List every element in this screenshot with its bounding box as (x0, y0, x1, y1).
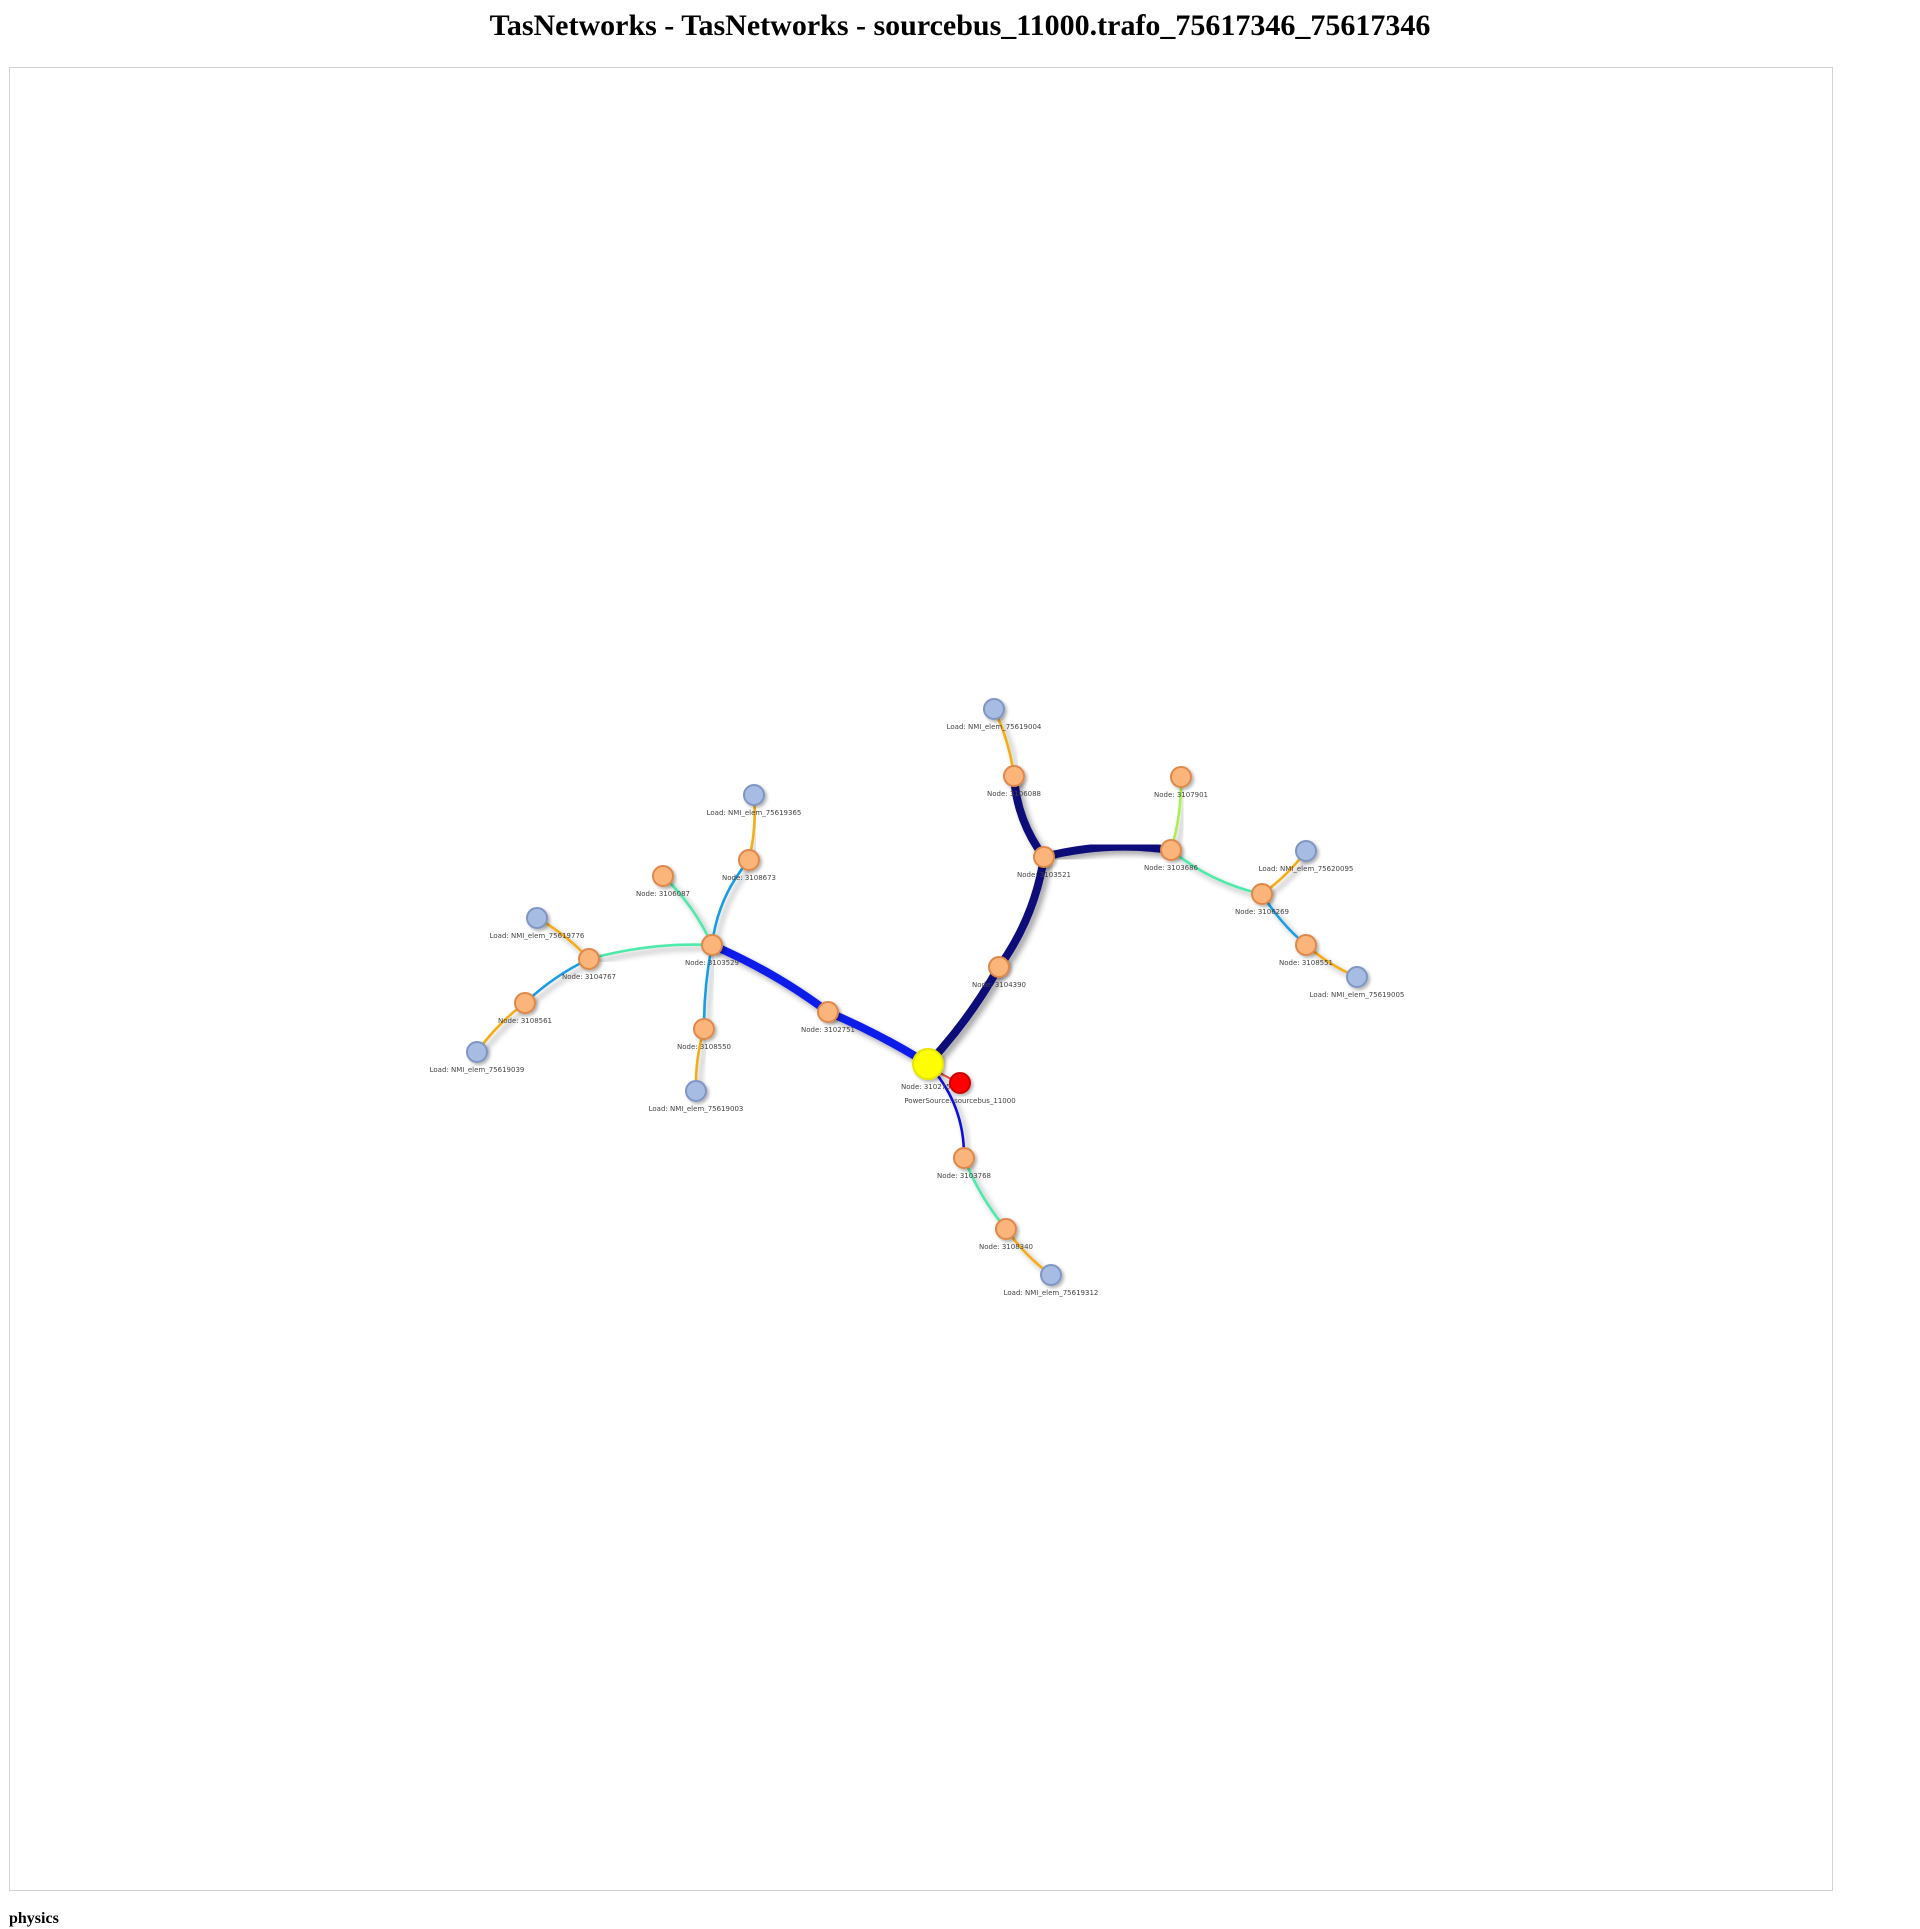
node-label: Load: NMI_elem_75620095 (1259, 865, 1354, 873)
node-label: Node: 3106269 (1235, 908, 1289, 916)
edge-n3104767-n3108561[interactable] (523, 957, 591, 1005)
nodes-layer: Node: 3102752 PowerSource: sourcebus_1100… (430, 698, 1405, 1297)
node-circle[interactable] (949, 1072, 971, 1094)
node-circle[interactable] (1295, 934, 1317, 956)
graph-node-load[interactable]: Load: NMI_elem_75619312 (1004, 1264, 1099, 1297)
graph-node-bus[interactable]: Node: 3108340 (979, 1218, 1033, 1251)
node-circle[interactable] (995, 1218, 1017, 1240)
graph-node-load[interactable]: Load: NMI_elem_75619039 (430, 1041, 525, 1074)
node-label: Node: 3103768 (937, 1172, 991, 1180)
edges-layer (475, 707, 1359, 1277)
node-circle[interactable] (652, 865, 674, 887)
node-circle[interactable] (514, 992, 536, 1014)
graph-node-bus[interactable]: Node: 3103768 (937, 1147, 991, 1180)
node-circle[interactable] (701, 934, 723, 956)
node-label: Node: 3102752 (901, 1083, 955, 1091)
graph-node-load[interactable]: Load: NMI_elem_75619005 (1310, 966, 1405, 999)
graph-node-bus[interactable]: Node: 3104390 (972, 956, 1026, 989)
node-label: Load: NMI_elem_75619005 (1310, 991, 1405, 999)
graph-node-bus[interactable]: Node: 3103529 (685, 934, 739, 967)
graph-node-load[interactable]: Load: NMI_elem_75619004 (947, 698, 1042, 731)
node-circle[interactable] (953, 1147, 975, 1169)
node-label: Node: 3107901 (1154, 791, 1208, 799)
node-label: Load: NMI_elem_75619776 (490, 932, 585, 940)
edge-root-n3102751[interactable] (824, 1008, 932, 1068)
graph-node-bus[interactable]: Node: 3107901 (1154, 766, 1208, 799)
graph-node-bus[interactable]: Node: 3103686 (1144, 839, 1199, 872)
graph-node-bus[interactable]: Node: 3108551 (1279, 934, 1333, 967)
graph-node-load[interactable]: Load: NMI_elem_75619776 (490, 907, 585, 940)
graph-node-bus[interactable]: Node: 3108550 (677, 1018, 731, 1051)
network-graph[interactable]: Node: 3102752 PowerSource: sourcebus_1100… (10, 68, 1834, 1892)
node-circle[interactable] (1160, 839, 1182, 861)
node-label: Node: 3103521 (1017, 871, 1071, 879)
node-circle[interactable] (1040, 1264, 1062, 1286)
network-canvas[interactable]: Node: 3102752 PowerSource: sourcebus_1100… (9, 67, 1833, 1891)
node-circle[interactable] (983, 698, 1005, 720)
node-label: Node: 3103686 (1144, 864, 1199, 872)
physics-label[interactable]: physics (9, 1910, 59, 1927)
graph-node-load[interactable]: Load: NMI_elem_75619003 (649, 1080, 744, 1113)
node-circle[interactable] (817, 1001, 839, 1023)
edge-n3103686-n3107901[interactable] (1169, 775, 1183, 852)
edge-n3103768-n3108340[interactable] (962, 1156, 1008, 1231)
node-circle[interactable] (1295, 840, 1317, 862)
graph-node-bus[interactable]: Node: 3106088 (987, 765, 1041, 798)
edge-n3102751-n3103529[interactable] (708, 941, 832, 1016)
node-circle[interactable] (693, 1018, 715, 1040)
graph-node-bus[interactable]: Node: 3104767 (562, 948, 616, 981)
node-circle[interactable] (578, 948, 600, 970)
node-circle[interactable] (1251, 883, 1273, 905)
edge-n3103529-n3104767[interactable] (587, 943, 714, 961)
node-circle[interactable] (1003, 765, 1025, 787)
node-circle[interactable] (912, 1048, 944, 1080)
node-circle[interactable] (988, 956, 1010, 978)
node-label: Load: NMI_elem_75619004 (947, 723, 1042, 731)
edge-n3103521-n3106088[interactable] (1010, 772, 1048, 861)
node-label: Node: 3102751 (801, 1026, 855, 1034)
node-label: Node: 3108340 (979, 1243, 1033, 1251)
node-label: Load: NMI_elem_75619039 (430, 1066, 525, 1074)
edge-n3103529-n3108550[interactable] (702, 943, 714, 1031)
node-label: Node: 3108673 (722, 874, 776, 882)
graph-node-load[interactable]: Load: NMI_elem_75619365 (707, 784, 802, 817)
edge-n3103686-n3106269[interactable] (1169, 848, 1264, 896)
node-label: PowerSource: sourcebus_11000 (904, 1097, 1015, 1105)
node-label: Load: NMI_elem_75619003 (649, 1105, 744, 1113)
node-circle[interactable] (743, 784, 765, 806)
graph-node-load[interactable]: Load: NMI_elem_75620095 (1259, 840, 1354, 873)
edge-n3103529-n3108673[interactable] (710, 858, 751, 947)
edge-n3103529-n3106087[interactable] (661, 874, 714, 947)
node-label: Node: 3106087 (636, 890, 690, 898)
graph-node-bus[interactable]: Node: 3102751 (801, 1001, 855, 1034)
node-circle[interactable] (526, 907, 548, 929)
node-label: Node: 3103529 (685, 959, 739, 967)
node-label: Node: 3108551 (1279, 959, 1333, 967)
graph-node-bus[interactable]: Node: 3108561 (498, 992, 552, 1025)
node-label: Node: 3108550 (677, 1043, 731, 1051)
node-circle[interactable] (738, 849, 760, 871)
node-label: Load: NMI_elem_75619312 (1004, 1289, 1099, 1297)
node-circle[interactable] (685, 1080, 707, 1102)
graph-node-bus[interactable]: Node: 3106087 (636, 865, 690, 898)
node-circle[interactable] (1170, 766, 1192, 788)
node-circle[interactable] (1346, 966, 1368, 988)
graph-node-source[interactable]: PowerSource: sourcebus_11000 (904, 1072, 1016, 1105)
edge-n3104390-n3103521[interactable] (995, 853, 1048, 971)
node-label: Node: 3104767 (562, 973, 616, 981)
node-circle[interactable] (1033, 846, 1055, 868)
node-circle[interactable] (466, 1041, 488, 1063)
node-label: Node: 3106088 (987, 790, 1041, 798)
graph-node-root[interactable]: Node: 3102752 (901, 1048, 955, 1091)
node-label: Node: 3104390 (972, 981, 1026, 989)
node-label: Load: NMI_elem_75619365 (707, 809, 802, 817)
page-title: TasNetworks - TasNetworks - sourcebus_11… (489, 9, 1431, 42)
graph-node-bus[interactable]: Node: 3106269 (1235, 883, 1289, 916)
graph-node-bus[interactable]: Node: 3103521 (1017, 846, 1071, 879)
edge-n3103521-n3103686[interactable] (1040, 842, 1175, 861)
graph-node-bus[interactable]: Node: 3108673 (722, 849, 776, 882)
node-label: Node: 3108561 (498, 1017, 552, 1025)
